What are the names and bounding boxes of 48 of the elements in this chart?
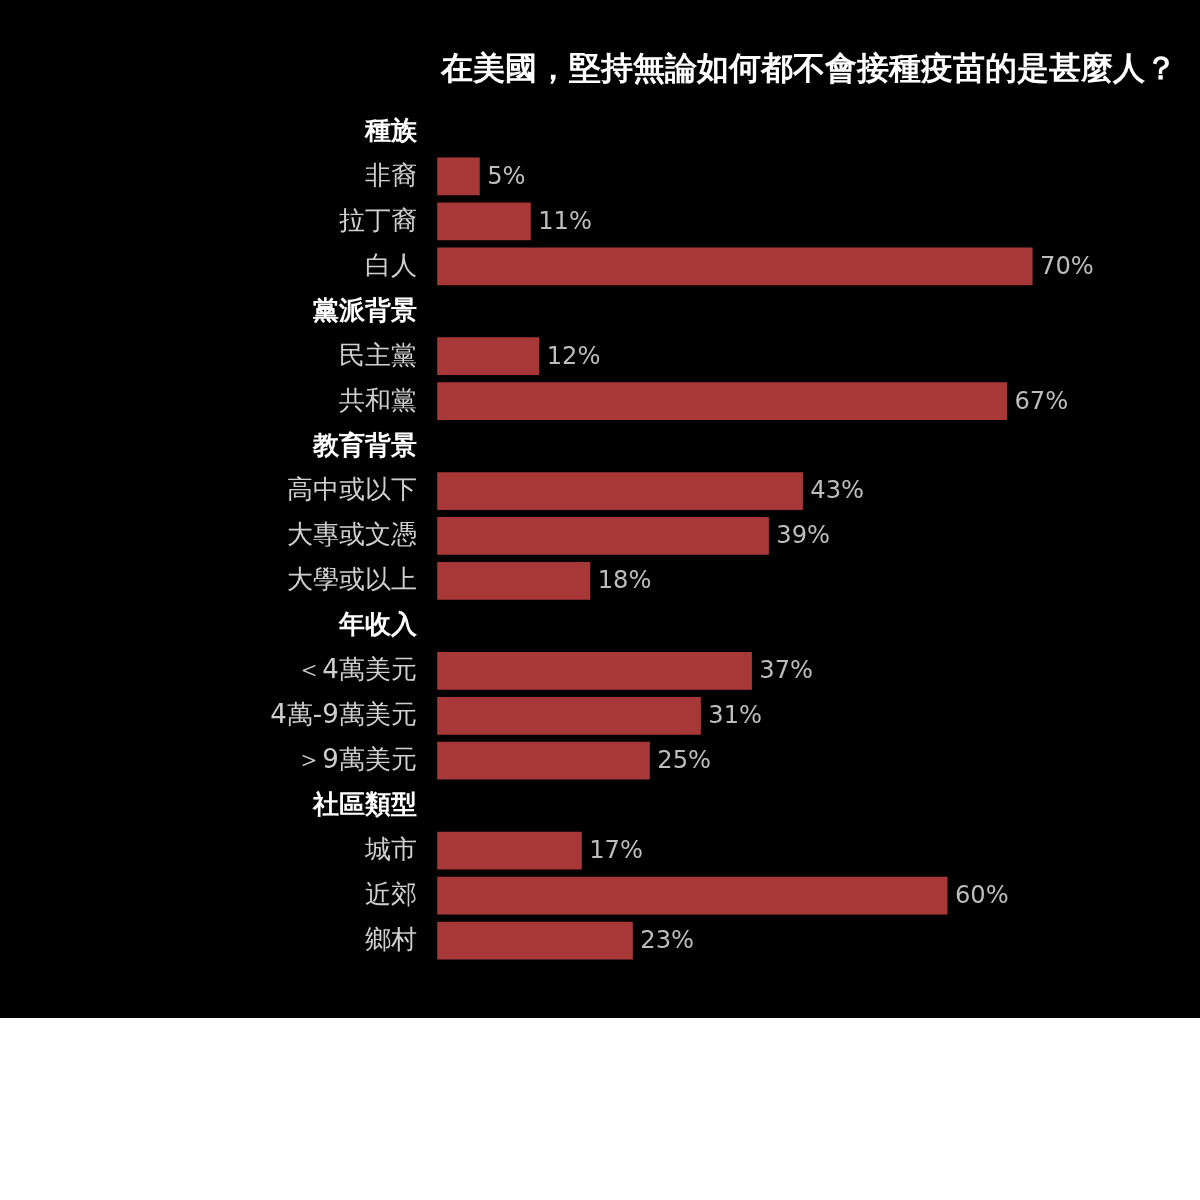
bar (437, 831, 582, 870)
data-label: 31% (708, 701, 763, 730)
bar (437, 337, 540, 376)
y-tick-label: 大學或以上 (286, 564, 417, 595)
data-label: 12% (546, 341, 601, 370)
data-label: 37% (759, 656, 814, 685)
bar (437, 876, 948, 915)
bar (437, 651, 752, 690)
y-tick-label: 種族 (363, 114, 418, 145)
y-tick-label: 民主黨 (338, 339, 417, 370)
bar (437, 921, 633, 960)
data-label: 18% (597, 566, 652, 595)
y-tick-label: 共和黨 (338, 384, 417, 415)
y-tick-label: 白人 (364, 249, 417, 280)
data-label: 17% (589, 836, 643, 865)
bar (437, 696, 701, 735)
data-label: 67% (1014, 386, 1069, 415)
bar (437, 562, 591, 600)
y-tick-label: 黨派背景 (312, 294, 417, 325)
y-tick-label: 4萬-9萬美元 (270, 699, 417, 730)
bar (437, 382, 1008, 421)
y-tick-label: ＜4萬美元 (296, 654, 417, 685)
y-tick-label: 大專或文憑 (286, 519, 417, 550)
y-tick-label: 城市 (363, 834, 417, 865)
y-tick-label: 拉丁裔 (338, 204, 417, 235)
data-label: 5% (487, 161, 526, 190)
y-tick-label: 高中或以下 (286, 474, 417, 505)
data-label: 70% (1040, 251, 1094, 280)
y-tick-label: 近郊 (364, 879, 417, 909)
data-label: 25% (657, 746, 712, 775)
bar (437, 202, 531, 241)
data-label: 11% (538, 206, 592, 235)
bar (437, 741, 650, 780)
y-tick-label: 教育背景 (311, 429, 417, 460)
data-label: 60% (954, 881, 1009, 909)
data-label: 23% (640, 925, 694, 954)
bar (437, 517, 769, 555)
bar (437, 472, 803, 510)
y-tick-label: ＞9萬美元 (296, 744, 417, 775)
chart-title: 在美國，堅持無論如何都不會接種疫苗的是甚麼人？ (440, 50, 1178, 87)
data-label: 43% (810, 476, 865, 505)
y-tick-label: 社區類型 (311, 789, 417, 820)
bar (437, 247, 1033, 286)
bar (437, 157, 480, 196)
y-tick-label: 鄉村 (364, 923, 417, 954)
y-tick-label: 非裔 (364, 159, 417, 190)
y-tick-label: 年收入 (337, 609, 418, 640)
data-label: 39% (776, 521, 831, 550)
